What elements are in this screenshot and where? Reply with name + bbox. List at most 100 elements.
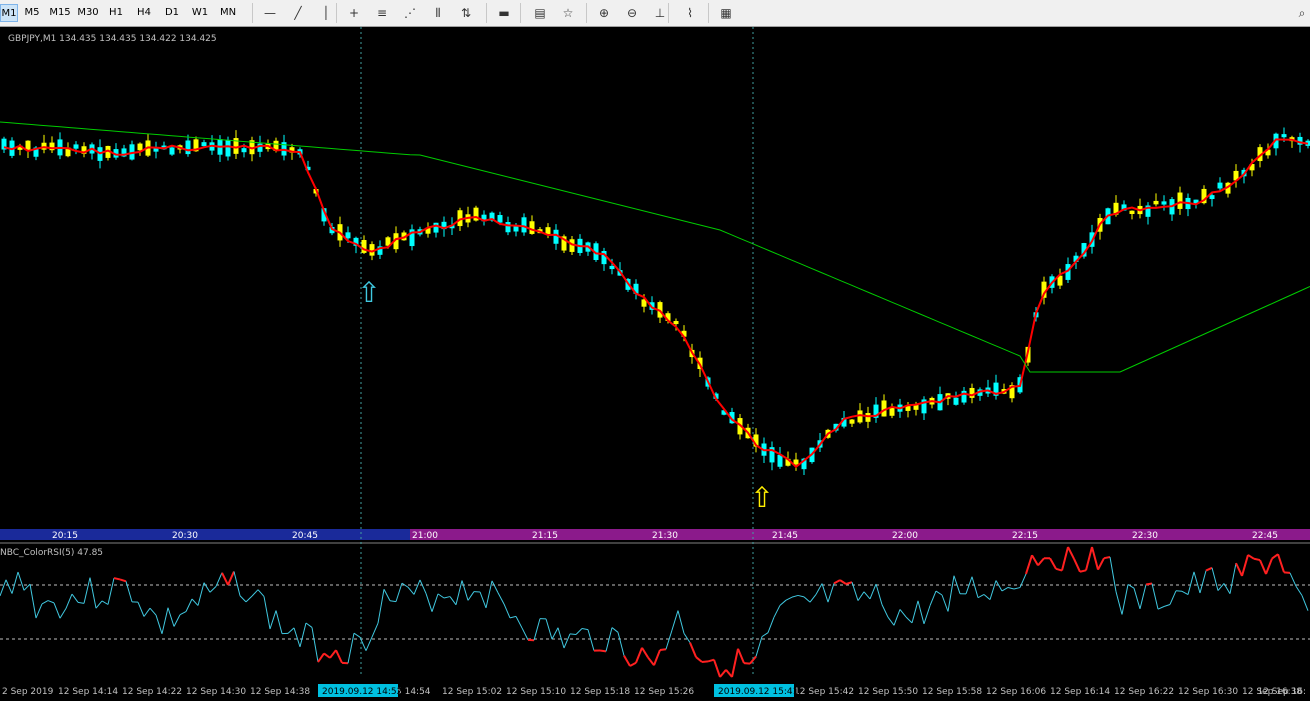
rsi-segment <box>1025 554 1033 575</box>
time-band-label: 20:45 <box>292 531 318 541</box>
price-chart[interactable]: ⇧⇧ 20:15 20:30 20:45 21:00 21:15 21:30 21:45 22… <box>0 27 1310 701</box>
candle <box>793 459 799 465</box>
horizontal-line-icon[interactable]: — <box>264 6 276 20</box>
timeframe-m5-button[interactable]: M5 <box>24 7 40 18</box>
candle <box>449 225 455 229</box>
toolbar-separator <box>520 3 521 23</box>
candle <box>1177 192 1183 209</box>
candle <box>833 423 839 431</box>
rsi-segment <box>917 600 925 624</box>
rsi-segment <box>107 577 115 605</box>
rsi-segment <box>1151 583 1159 610</box>
rsi-segment <box>707 658 715 663</box>
rsi-segment <box>953 575 961 594</box>
zoom-out-icon[interactable]: ⊖ <box>626 6 638 20</box>
rsi-segment <box>65 593 73 609</box>
tile-windows-icon[interactable]: ▦ <box>720 6 732 20</box>
rsi-segment <box>17 571 25 591</box>
rsi-segment <box>1055 567 1063 572</box>
rsi-segment <box>143 607 151 617</box>
candle <box>481 214 487 222</box>
rsi-segment <box>863 591 871 600</box>
candle <box>1041 281 1047 298</box>
candle <box>881 400 887 417</box>
timeframe-m1-button[interactable]: M1 <box>0 4 18 22</box>
rsi-segment <box>41 600 49 605</box>
candle <box>713 393 719 399</box>
rsi-segment <box>77 601 85 604</box>
candle <box>969 387 975 398</box>
timeframe-h4-button[interactable]: H4 <box>137 7 151 18</box>
trendline-icon[interactable]: ╱ <box>294 6 302 20</box>
rectangle-icon[interactable]: ▬ <box>498 6 510 20</box>
rsi-segment <box>413 579 421 595</box>
crosshair-time-label: 2019.09.12 14:52 <box>322 687 402 697</box>
bottom-axis-label: 12 Sep 15:42 <box>794 687 854 697</box>
rsi-segment <box>1295 585 1303 596</box>
candle <box>905 406 911 411</box>
rsi-segment <box>563 633 571 649</box>
candle <box>361 240 367 253</box>
rsi-segment <box>1235 562 1243 577</box>
fibonacci-retracement-icon[interactable]: ≡ <box>376 6 388 20</box>
rsi-segment <box>173 614 181 627</box>
chart-info-text: GBPJPY,M1 134.435 134.435 134.422 134.42… <box>8 34 217 44</box>
timeframe-m30-button[interactable]: M30 <box>77 7 99 18</box>
templates-icon[interactable]: ▤ <box>534 6 546 20</box>
timeframe-h1-button[interactable]: H1 <box>109 7 123 18</box>
rsi-segment <box>455 580 463 605</box>
candle <box>409 229 415 247</box>
rsi-segment <box>155 614 163 634</box>
timeframe-w1-button[interactable]: W1 <box>191 7 209 18</box>
timeframe-d1-button[interactable]: D1 <box>164 7 180 18</box>
candle <box>1161 201 1167 205</box>
price-pane[interactable]: ⇧⇧ <box>0 121 1310 514</box>
rsi-segment <box>1181 590 1189 595</box>
rsi-segment <box>1205 566 1213 572</box>
rsi-segment <box>623 655 631 667</box>
rsi-segment <box>725 669 733 678</box>
rsi-segment <box>1109 556 1117 592</box>
candle <box>1297 136 1303 145</box>
candle <box>385 237 391 246</box>
favorites-icon[interactable]: ☆ <box>562 6 574 20</box>
candle <box>193 139 199 152</box>
arrows-dropdown-icon[interactable]: ⇅ <box>460 6 472 20</box>
rsi-segment <box>995 580 1003 592</box>
candle <box>353 237 359 246</box>
candle <box>505 222 511 233</box>
rsi-segment <box>1031 554 1039 566</box>
rsi-segment <box>1211 567 1219 591</box>
rsi-segment <box>479 591 487 609</box>
fibonacci-fan-icon[interactable]: ⋰ <box>404 6 416 20</box>
rsi-indicator-pane[interactable] <box>0 542 1310 678</box>
rsi-segment <box>755 636 763 657</box>
chart-shift-icon[interactable]: ⊥ <box>654 6 666 20</box>
timeframe-m15-button[interactable]: M15 <box>49 7 71 18</box>
rsi-segment <box>1103 555 1111 560</box>
candle <box>609 265 615 270</box>
timeframe-mn-button[interactable]: MN <box>219 7 237 18</box>
rsi-segment <box>263 596 271 630</box>
candle <box>993 382 999 396</box>
candle <box>81 146 87 154</box>
candle <box>257 143 263 152</box>
candle <box>1129 210 1135 214</box>
candle <box>513 224 519 232</box>
crosshair-icon[interactable]: + <box>348 6 360 20</box>
candle <box>289 147 295 153</box>
candle <box>433 222 439 233</box>
vertical-line-icon[interactable]: │ <box>322 6 330 20</box>
rsi-segment <box>365 636 373 651</box>
chart-type-dropdown-icon[interactable]: ⌇ <box>687 6 693 20</box>
search-icon[interactable]: ⌕ <box>1298 6 1306 20</box>
rsi-segment <box>419 579 427 594</box>
fibonacci-timezones-icon[interactable]: ⦀ <box>435 6 441 20</box>
rsi-segment <box>791 594 799 598</box>
candle <box>1113 202 1119 215</box>
candle <box>137 143 143 151</box>
bottom-axis-label: 12 Sep 16:22 <box>1114 687 1174 697</box>
rsi-segment <box>1061 546 1069 571</box>
zoom-in-icon[interactable]: ⊕ <box>598 6 610 20</box>
candle <box>593 243 599 260</box>
